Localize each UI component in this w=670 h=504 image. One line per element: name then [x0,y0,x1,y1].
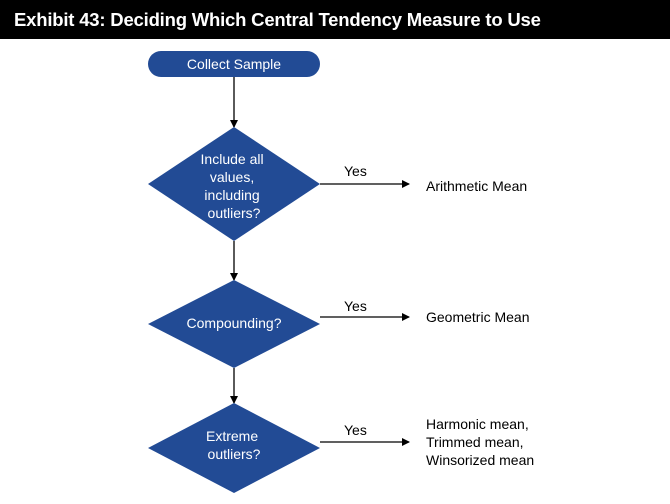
yes-label-2: Yes [344,298,367,314]
outcome-3-line-3: Winsorized mean [426,452,534,468]
outcome-2-line-1: Geometric Mean [426,309,529,325]
start-node-shape [148,51,320,77]
decision-1-line-2: values, [210,169,254,185]
exhibit-title: Exhibit 43: Deciding Which Central Tende… [14,9,541,30]
decision-3-line-2: outliers? [208,446,261,462]
outcome-1: Arithmetic Mean [426,178,527,194]
outcome-3: Harmonic mean, Trimmed mean, Winsorized … [426,416,534,468]
decision-1-line-4: outliers? [208,205,261,221]
outcome-3-line-2: Trimmed mean, [426,434,524,450]
decision-node-1-label: Include all values, including outliers? [201,151,268,221]
decision-node-2-shape [148,280,320,368]
decision-2-line-1: Compounding? [187,315,282,331]
title-bar: Exhibit 43: Deciding Which Central Tende… [0,0,670,39]
outcome-1-line-1: Arithmetic Mean [426,178,527,194]
decision-node-3-label: Extreme outliers? [206,428,262,462]
decision-node-3-shape [148,403,320,493]
yes-label-1: Yes [344,163,367,179]
start-node: Collect Sample [148,51,320,77]
decision-node-1: Include all values, including outliers? [148,127,320,241]
start-node-label: Collect Sample [187,56,281,72]
yes-label-3: Yes [344,422,367,438]
decision-3-line-1: Extreme [206,428,258,444]
decision-1-line-1: Include all [201,151,264,167]
outcome-2: Geometric Mean [426,309,529,325]
outcome-3-line-1: Harmonic mean, [426,416,529,432]
decision-node-3: Extreme outliers? [148,403,320,493]
decision-node-1-shape [148,127,320,241]
decision-node-2-label: Compounding? [187,315,282,331]
decision-1-line-3: including [204,187,259,203]
decision-node-2: Compounding? [148,280,320,368]
